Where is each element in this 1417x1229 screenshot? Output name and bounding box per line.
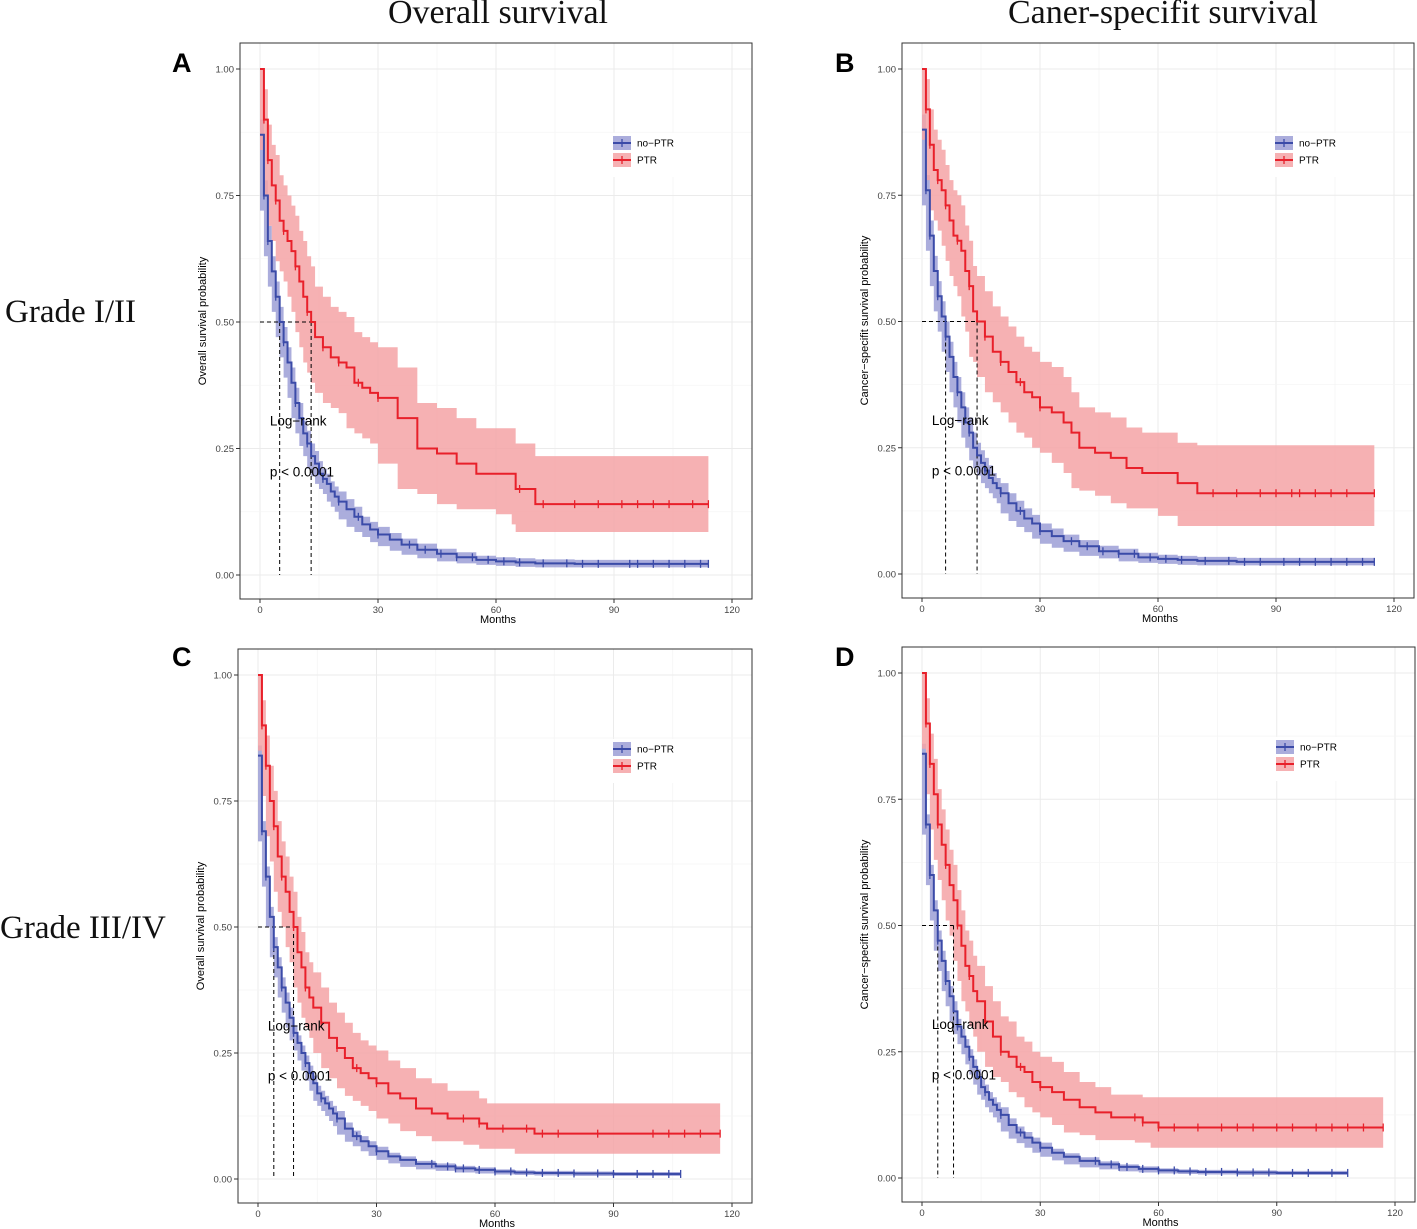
y-tick-label: 0.50 [878, 921, 897, 932]
no-ptr-survival-curve [922, 128, 1375, 563]
no-ptr-survival-curve [260, 133, 709, 565]
x-axis-title: Months [1142, 1217, 1179, 1229]
x-tick-label: 120 [1387, 1208, 1403, 1219]
y-tick-label: 1.00 [216, 65, 235, 76]
legend-ptr-label: PTR [1299, 156, 1319, 167]
panel-letter-c: C [172, 642, 192, 672]
y-tick-label: 0.00 [216, 571, 235, 582]
x-tick-label: 60 [490, 1209, 501, 1220]
x-tick-label: 30 [371, 1209, 382, 1220]
cancer-specific-survival-column-title: Caner-specifit survival [1008, 0, 1318, 31]
x-tick-label: 30 [1035, 604, 1046, 615]
x-tick-label: 0 [919, 604, 924, 615]
y-axis-title: Cancer−specifit survival probability [859, 839, 871, 1009]
legend-no-ptr-label: no−PTR [1300, 743, 1337, 754]
y-tick-label: 0.25 [878, 1047, 897, 1058]
km-plot-overall-grade-3-4: 0.00 0.25 0.50 0.75 1.00 0 30 60 90 120 Months Over… [195, 648, 753, 1229]
grade-3-4-row-title: Grade III/IV [0, 910, 166, 946]
y-axis-title: Overall survival probability [197, 256, 209, 385]
ptr-confidence-band [258, 675, 721, 1154]
y-tick-label: 0.75 [878, 191, 897, 202]
x-tick-label: 60 [1153, 604, 1164, 615]
x-tick-label: 90 [609, 605, 620, 616]
y-tick-label: 1.00 [878, 65, 897, 76]
x-axis-title: Months [480, 614, 517, 626]
km-plot-cancer-specific-grade-3-4: 0.00 0.25 0.50 0.75 1.00 0 30 60 90 120 Months Canc… [859, 646, 1416, 1229]
x-tick-label: 30 [1035, 1208, 1046, 1219]
ptr-confidence-band [260, 69, 709, 532]
y-axis-title: Overall survival probability [195, 861, 207, 990]
y-tick-label: 0.25 [878, 443, 897, 454]
y-tick-label: 0.75 [216, 191, 235, 202]
y-tick-label: 0.50 [878, 317, 897, 328]
p-value-label: p < 0.0001 [268, 1069, 332, 1084]
x-tick-label: 90 [1271, 604, 1282, 615]
panel-letter-b: B [835, 48, 855, 78]
km-plot-cancer-specific-grade-1-2: 0.00 0.25 0.50 0.75 1.00 0 30 60 90 120 Months Canc… [859, 42, 1415, 625]
y-tick-label: 0.75 [878, 795, 897, 806]
ptr-survival-curve [922, 68, 1375, 495]
y-tick-label: 0.00 [214, 1175, 233, 1186]
y-tick-label: 0.75 [214, 797, 233, 808]
x-tick-label: 60 [491, 605, 502, 616]
y-tick-label: 0.25 [214, 1049, 233, 1060]
no-ptr-survival-curve [258, 754, 681, 1175]
y-tick-label: 0.00 [878, 570, 897, 581]
ptr-survival-curve [258, 674, 721, 1135]
ptr-confidence-band [922, 69, 1375, 527]
legend-no-ptr-label: no−PTR [637, 745, 674, 756]
log-rank-label: Log−rank [932, 1017, 989, 1032]
p-value-label: p < 0.0001 [932, 464, 996, 479]
x-tick-label: 0 [919, 1208, 924, 1219]
log-rank-label: Log−rank [932, 413, 989, 428]
x-tick-label: 30 [373, 605, 384, 616]
y-tick-label: 1.00 [878, 669, 897, 680]
log-rank-label: Log−rank [268, 1018, 325, 1033]
x-tick-label: 120 [1386, 604, 1402, 615]
ptr-survival-curve [922, 672, 1384, 1129]
p-value-label: p < 0.0001 [270, 464, 334, 479]
x-tick-label: 90 [608, 1209, 619, 1220]
x-tick-label: 120 [724, 605, 740, 616]
no-ptr-survival-curve [922, 752, 1348, 1174]
log-rank-label: Log−rank [270, 414, 327, 429]
x-tick-label: 0 [257, 605, 262, 616]
x-tick-label: 90 [1271, 1208, 1282, 1219]
ptr-survival-curve [260, 68, 709, 506]
legend-no-ptr-label: no−PTR [637, 139, 674, 150]
legend-ptr-label: PTR [637, 762, 657, 773]
y-tick-label: 0.00 [878, 1174, 897, 1185]
y-axis-title: Cancer−specifit survival probability [859, 235, 871, 405]
legend-no-ptr-label: no−PTR [1299, 139, 1336, 150]
legend-ptr-label: PTR [637, 156, 657, 167]
x-axis-title: Months [1142, 613, 1179, 625]
y-tick-label: 0.25 [216, 444, 235, 455]
x-tick-label: 120 [724, 1209, 740, 1220]
x-axis-title: Months [479, 1218, 516, 1229]
y-tick-label: 0.50 [214, 923, 233, 934]
p-value-label: p < 0.0001 [932, 1068, 996, 1083]
x-tick-label: 0 [255, 1209, 260, 1220]
y-tick-label: 1.00 [214, 671, 233, 682]
overall-survival-column-title: Overall survival [388, 0, 608, 31]
y-tick-label: 0.50 [216, 318, 235, 329]
km-plot-overall-grade-1-2: 0.00 0.25 0.50 0.75 1.00 0 30 60 90 120 Months Over… [197, 42, 753, 626]
x-tick-label: 60 [1153, 1208, 1164, 1219]
ptr-confidence-band [922, 673, 1384, 1148]
panel-letter-d: D [835, 642, 855, 672]
panel-letter-a: A [172, 48, 192, 78]
legend-ptr-label: PTR [1300, 760, 1320, 771]
grade-1-2-row-title: Grade I/II [5, 294, 137, 330]
